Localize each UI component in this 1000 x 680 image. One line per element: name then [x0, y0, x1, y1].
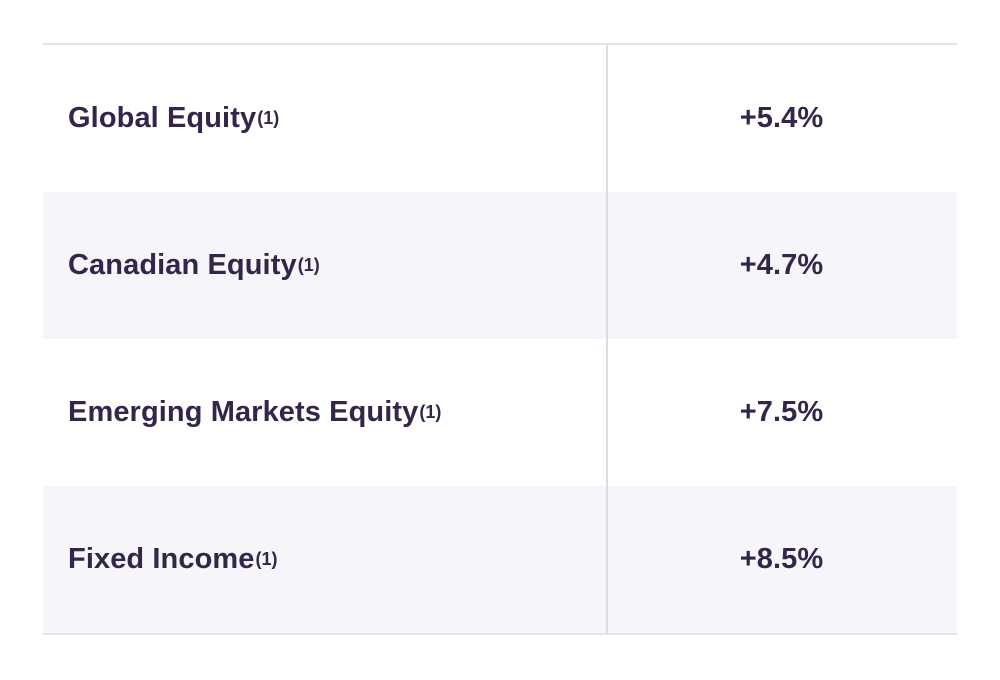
asset-class-label: Fixed Income: [68, 543, 255, 575]
footnote-marker: (1): [297, 255, 320, 275]
return-cell: +8.5%: [608, 486, 957, 633]
asset-class-label: Emerging Markets Equity: [68, 396, 419, 428]
return-value: +4.7%: [739, 249, 824, 281]
asset-class-label: Canadian Equity: [68, 249, 297, 281]
table-row: Global Equity (1) +5.4%: [43, 45, 957, 192]
asset-class-cell: Global Equity (1): [43, 45, 608, 192]
table-row: Emerging Markets Equity (1) +7.5%: [43, 339, 957, 486]
return-value: +7.5%: [739, 396, 824, 428]
returns-table: Global Equity (1) +5.4% Canadian Equity (1…: [43, 43, 957, 635]
return-value: +8.5%: [739, 543, 824, 575]
asset-class-cell: Canadian Equity (1): [43, 192, 608, 339]
asset-class-label: Global Equity: [68, 102, 257, 134]
footnote-marker: (1): [257, 108, 280, 128]
return-cell: +5.4%: [608, 45, 957, 192]
return-value: +5.4%: [739, 102, 824, 134]
footnote-marker: (1): [419, 402, 442, 422]
asset-class-cell: Fixed Income (1): [43, 486, 608, 633]
asset-class-cell: Emerging Markets Equity (1): [43, 339, 608, 486]
table-row: Canadian Equity (1) +4.7%: [43, 192, 957, 339]
return-cell: +7.5%: [608, 339, 957, 486]
return-cell: +4.7%: [608, 192, 957, 339]
table-row: Fixed Income (1) +8.5%: [43, 486, 957, 633]
footnote-marker: (1): [255, 549, 278, 569]
